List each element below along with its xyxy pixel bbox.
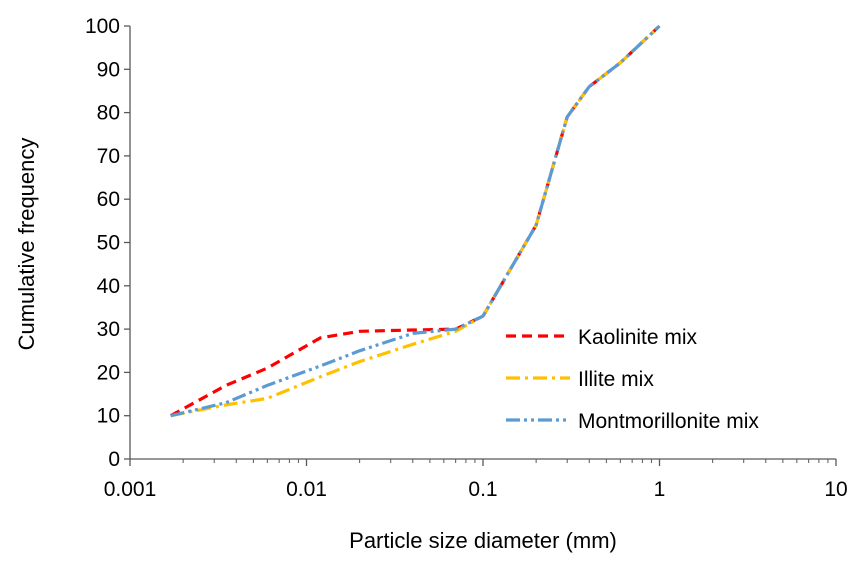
x-axis-title: Particle size diameter (mm) [349, 528, 617, 553]
y-tick-label: 60 [97, 188, 120, 211]
legend-label-2: Illite mix [578, 368, 654, 391]
series-line-2 [170, 24, 661, 418]
y-tick-label: 30 [97, 318, 120, 341]
x-ticks: 0.001 0.01 0.1 1 10 [104, 459, 848, 501]
y-tick-label: 50 [97, 232, 120, 255]
y-tick-label: 70 [97, 145, 120, 168]
x-tick-label: 0.001 [104, 478, 157, 501]
y-tick-label: 100 [85, 15, 120, 38]
legend: Kaolinite mix Illite mix Montmorillonite m… [506, 326, 759, 433]
y-tick-label: 20 [97, 361, 120, 384]
series-line-3 [170, 24, 661, 418]
y-ticks: 0 10 20 30 40 50 60 70 80 90 100 [85, 15, 130, 471]
legend-label-3: Montmorillonite mix [578, 410, 759, 433]
y-tick-label: 90 [97, 58, 120, 81]
y-tick-label: 80 [97, 102, 120, 125]
x-tick-label: 0.1 [468, 478, 497, 501]
x-tick-label: 0.01 [286, 478, 327, 501]
plot-frame [129, 26, 836, 460]
series-line-1 [169, 24, 661, 418]
series-layer [169, 24, 661, 418]
x-tick-label: 1 [654, 478, 666, 501]
y-tick-label: 40 [97, 275, 120, 298]
y-tick-label: 0 [108, 448, 120, 471]
y-axis-title: Cumulative frequency [14, 138, 39, 351]
y-tick-label: 10 [97, 405, 120, 428]
x-tick-label: 10 [824, 478, 847, 501]
legend-label-1: Kaolinite mix [578, 326, 698, 349]
